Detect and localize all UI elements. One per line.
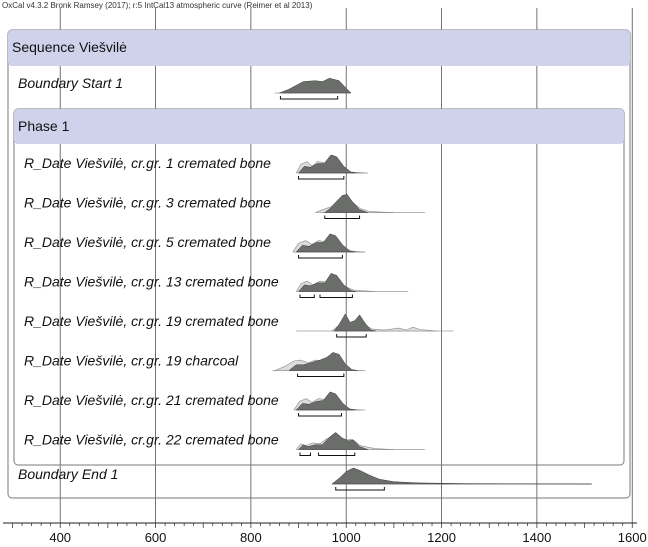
posterior-distribution-9 [331,467,592,485]
row-2: R_Date Viešvilė, cr.gr. 3 cremated bone [24,194,425,219]
range-bracket-8-0 [299,452,311,456]
x-axis: 400 600 800 1000 1200 1400 1600 [3,522,647,545]
row-8: R_Date Viešvilė, cr.gr. 22 cremated bone [24,432,425,456]
row-4: R_Date Viešvilė, cr.gr. 13 cremated bone [24,273,409,298]
row-0: Boundary Start 1 [18,75,352,100]
posterior-distribution-3 [296,233,355,253]
row-label-5: R_Date Viešvilė, cr.gr. 19 cremated bone [24,313,279,329]
row-6: R_Date Viešvilė, cr.gr. 19 charcoal [24,352,366,377]
range-bracket-9-0 [335,487,385,491]
range-bracket-6-0 [297,373,345,377]
row-group: Boundary Start 1 R_Date Viešvilė, cr.gr. … [18,75,592,491]
row-label-8: R_Date Viešvilė, cr.gr. 22 cremated bone [24,432,279,448]
x-tick-label-800: 800 [240,530,262,545]
x-tick-label-1000: 1000 [332,530,361,545]
oxcal-header: OxCal v4.3.2 Bronk Ramsey (2017); r:5 In… [2,1,313,10]
row-1: R_Date Viešvilė, cr.gr. 1 cremated bone [24,154,368,180]
row-label-3: R_Date Viešvilė, cr.gr. 5 cremated bone [24,234,271,250]
x-tick-label-1600: 1600 [618,530,647,545]
range-bracket-4-1 [319,294,353,298]
range-bracket-8-1 [318,452,356,456]
phase-label: Phase 1 [18,118,70,134]
range-bracket-0-0 [279,96,339,100]
range-bracket-7-0 [298,413,342,417]
posterior-distribution-4 [297,273,356,292]
x-tick-label-1200: 1200 [427,530,456,545]
range-bracket-1-0 [298,176,345,180]
range-bracket-3-0 [298,255,343,259]
row-9: Boundary End 1 [18,466,592,491]
x-tick-label-1400: 1400 [522,530,551,545]
row-7: R_Date Viešvilė, cr.gr. 21 cremated bone [24,391,366,417]
range-bracket-5-0 [336,334,367,338]
row-label-4: R_Date Viešvilė, cr.gr. 13 cremated bone [24,274,279,290]
phase-header-band [14,109,624,144]
gridlines [59,8,633,523]
row-5: R_Date Viešvilė, cr.gr. 19 cremated bone [24,313,454,338]
x-tick-label-400: 400 [49,530,71,545]
posterior-distribution-5 [333,313,376,332]
range-bracket-4-0 [299,294,315,298]
posterior-distribution-8 [297,432,368,450]
range-bracket-2-0 [324,215,361,219]
row-label-6: R_Date Viešvilė, cr.gr. 19 charcoal [24,353,239,369]
posterior-distribution-6 [288,352,357,371]
x-tick-label-600: 600 [145,530,167,545]
row-label-9: Boundary End 1 [18,466,118,482]
row-label-0: Boundary Start 1 [18,75,123,91]
sequence-label: Sequence Viešvilė [12,39,127,55]
row-3: R_Date Viešvilė, cr.gr. 5 cremated bone [24,233,366,259]
row-label-7: R_Date Viešvilė, cr.gr. 21 cremated bone [24,392,279,408]
posterior-distribution-2 [324,194,368,213]
row-label-1: R_Date Viešvilė, cr.gr. 1 cremated bone [24,155,271,171]
posterior-distribution-7 [296,391,355,411]
row-label-2: R_Date Viešvilė, cr.gr. 3 cremated bone [24,195,271,211]
posterior-distribution-0 [279,77,352,94]
sequence-header-band [8,30,630,66]
posterior-distribution-1 [297,154,356,174]
